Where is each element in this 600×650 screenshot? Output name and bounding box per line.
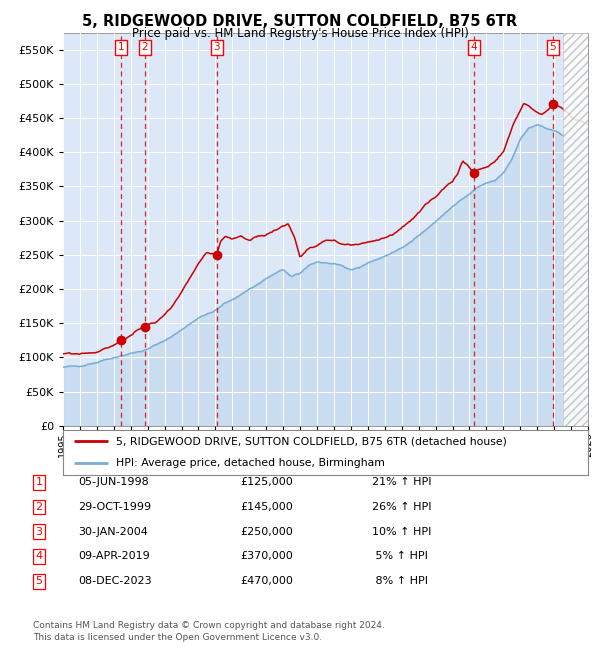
Text: 5: 5	[550, 42, 556, 53]
Text: £370,000: £370,000	[240, 551, 293, 562]
Text: £470,000: £470,000	[240, 576, 293, 586]
Text: 5% ↑ HPI: 5% ↑ HPI	[372, 551, 428, 562]
Text: 1: 1	[35, 477, 43, 488]
Text: £145,000: £145,000	[240, 502, 293, 512]
Text: 30-JAN-2004: 30-JAN-2004	[78, 526, 148, 537]
Text: 8% ↑ HPI: 8% ↑ HPI	[372, 576, 428, 586]
Text: 5, RIDGEWOOD DRIVE, SUTTON COLDFIELD, B75 6TR (detached house): 5, RIDGEWOOD DRIVE, SUTTON COLDFIELD, B7…	[115, 436, 506, 447]
Text: HPI: Average price, detached house, Birmingham: HPI: Average price, detached house, Birm…	[115, 458, 385, 469]
Text: £250,000: £250,000	[240, 526, 293, 537]
Text: 3: 3	[35, 526, 43, 537]
Text: 1: 1	[118, 42, 124, 53]
Text: 3: 3	[214, 42, 220, 53]
Text: 08-DEC-2023: 08-DEC-2023	[78, 576, 152, 586]
Text: 29-OCT-1999: 29-OCT-1999	[78, 502, 151, 512]
Text: 10% ↑ HPI: 10% ↑ HPI	[372, 526, 431, 537]
Text: 21% ↑ HPI: 21% ↑ HPI	[372, 477, 431, 488]
Text: 05-JUN-1998: 05-JUN-1998	[78, 477, 149, 488]
Text: 2: 2	[142, 42, 148, 53]
Text: 5, RIDGEWOOD DRIVE, SUTTON COLDFIELD, B75 6TR: 5, RIDGEWOOD DRIVE, SUTTON COLDFIELD, B7…	[82, 14, 518, 29]
Text: 2: 2	[35, 502, 43, 512]
Text: 26% ↑ HPI: 26% ↑ HPI	[372, 502, 431, 512]
Text: £125,000: £125,000	[240, 477, 293, 488]
Text: 5: 5	[35, 576, 43, 586]
Text: 09-APR-2019: 09-APR-2019	[78, 551, 150, 562]
Text: Contains HM Land Registry data © Crown copyright and database right 2024.
This d: Contains HM Land Registry data © Crown c…	[33, 621, 385, 642]
Text: Price paid vs. HM Land Registry's House Price Index (HPI): Price paid vs. HM Land Registry's House …	[131, 27, 469, 40]
Text: 4: 4	[35, 551, 43, 562]
Text: 4: 4	[471, 42, 478, 53]
